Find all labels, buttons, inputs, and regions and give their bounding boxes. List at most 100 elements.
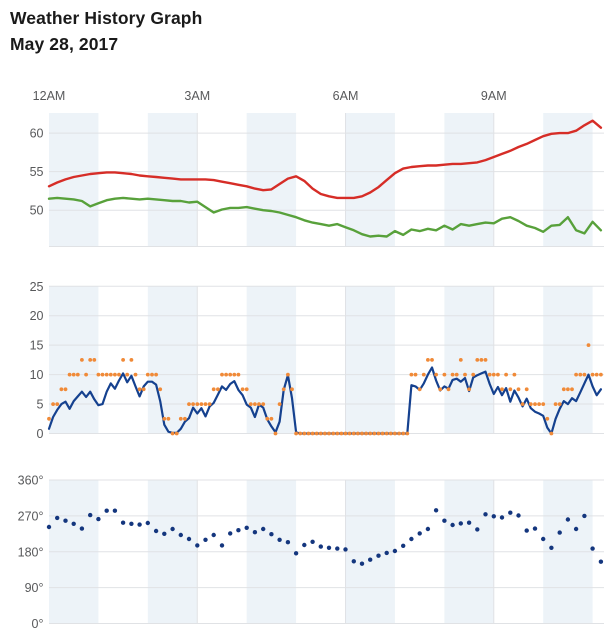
wind-gust-dot bbox=[368, 431, 373, 436]
wind-direction-dot bbox=[450, 522, 455, 528]
wind-direction-dot bbox=[475, 527, 480, 532]
wind-direction-dot bbox=[137, 522, 142, 527]
wind-gust-dot bbox=[438, 387, 443, 392]
wind-gust-dot bbox=[331, 431, 336, 436]
wind-direction-dot bbox=[195, 543, 200, 548]
wind-gust-dot bbox=[442, 372, 447, 377]
wind-direction-dot bbox=[401, 543, 406, 548]
wind-gust-dot bbox=[92, 358, 97, 362]
wind-gust-dot bbox=[199, 402, 204, 406]
wind-direction-dot bbox=[219, 543, 225, 548]
wind-direction-dot bbox=[335, 546, 340, 551]
wind-direction-dot bbox=[277, 537, 282, 542]
wind-gust-dot bbox=[537, 402, 541, 406]
wind-direction-dot bbox=[120, 520, 126, 525]
wind-direction-dot bbox=[170, 526, 175, 532]
wind-gust-dot bbox=[298, 431, 303, 436]
wind-direction-dot bbox=[582, 513, 587, 519]
wind-gust-dot bbox=[594, 372, 599, 377]
wind-gust-dot bbox=[528, 402, 533, 406]
wind-gust-dot bbox=[393, 431, 397, 436]
x-tick-label: 9AM bbox=[481, 89, 507, 103]
wind-gust-dot bbox=[401, 431, 406, 436]
y-tick-label: 25 bbox=[30, 280, 44, 294]
wind-direction-dot bbox=[104, 508, 109, 513]
wind-gust-dot bbox=[96, 372, 101, 377]
wind-gust-dot bbox=[84, 372, 88, 377]
wind-gust-dot bbox=[51, 402, 55, 406]
y-tick-label: 50 bbox=[30, 204, 44, 218]
wind-gust-dot bbox=[100, 372, 105, 377]
y-tick-label: 270° bbox=[18, 509, 44, 523]
wind-direction-dot bbox=[417, 531, 422, 536]
wind-gust-dot bbox=[183, 416, 187, 421]
y-tick-label: 55 bbox=[30, 165, 44, 179]
wind-direction-dot bbox=[483, 512, 488, 517]
wind-gust-dot bbox=[372, 431, 377, 436]
hour-band bbox=[345, 286, 395, 434]
hour-band bbox=[543, 113, 593, 247]
wind-direction-dot bbox=[565, 517, 571, 522]
wind-gust-dot bbox=[162, 416, 167, 421]
wind-gust-dot bbox=[479, 358, 484, 362]
wind-gust-dot bbox=[137, 387, 142, 392]
wind-gust-dot bbox=[67, 372, 72, 377]
wind-direction-dot bbox=[466, 520, 472, 525]
wind-gust-dot bbox=[430, 358, 434, 362]
wind-gust-dot bbox=[351, 431, 356, 436]
wind-direction-dot bbox=[598, 559, 604, 564]
wind-direction-dot bbox=[573, 526, 579, 532]
wind-direction-dot bbox=[376, 553, 381, 558]
wind-direction-dot bbox=[244, 525, 249, 530]
wind-gust-dot bbox=[454, 372, 459, 377]
wind-gust-dot bbox=[450, 372, 455, 377]
wind-direction-dot bbox=[590, 546, 595, 551]
wind-direction-dot bbox=[524, 528, 529, 533]
wind-direction-dot bbox=[162, 531, 167, 536]
wind-direction-dot bbox=[425, 526, 431, 532]
wind-gust-dot bbox=[417, 387, 422, 392]
wind-direction-dot bbox=[491, 514, 496, 519]
wind-gust-dot bbox=[75, 372, 80, 377]
y-tick-label: 15 bbox=[30, 339, 44, 353]
wind-gust-dot bbox=[557, 402, 562, 406]
wind-direction-dot bbox=[318, 544, 323, 549]
wind-gust-dot bbox=[129, 358, 134, 362]
wind-gust-dot bbox=[290, 387, 294, 392]
hour-band bbox=[444, 113, 494, 247]
wind-gust-dot bbox=[195, 402, 200, 406]
wind-gust-dot bbox=[88, 358, 93, 362]
wind-gust-dot bbox=[141, 387, 146, 392]
wind-direction-dot bbox=[63, 518, 68, 523]
header: Weather History Graph May 28, 2017 bbox=[10, 5, 202, 57]
wind-gust-dot bbox=[586, 343, 591, 347]
wind-direction-dot bbox=[112, 508, 118, 513]
wind-direction-dot bbox=[549, 545, 554, 550]
wind-gust-dot bbox=[574, 372, 578, 377]
y-tick-label: 0 bbox=[37, 427, 44, 441]
wind-gust-dot bbox=[207, 402, 212, 406]
wind-direction-dot bbox=[55, 515, 60, 521]
wind-speed-line bbox=[47, 366, 603, 435]
wind-gust-dot bbox=[343, 431, 348, 436]
wind-gust-dot bbox=[154, 372, 159, 377]
wind-direction-dot bbox=[392, 548, 398, 554]
wind-gust-dot bbox=[570, 387, 574, 392]
wind-gust-dot bbox=[108, 372, 113, 377]
wind-gust-dot bbox=[504, 372, 508, 377]
wind-direction-dot bbox=[532, 526, 538, 531]
wind-gust-dot bbox=[47, 416, 51, 421]
wind-gust-dot bbox=[405, 431, 410, 436]
y-tick-label: 360° bbox=[18, 474, 44, 488]
wind-gust-dot bbox=[347, 431, 352, 436]
wind-gust-dot bbox=[545, 416, 550, 421]
y-tick-label: 5 bbox=[37, 398, 44, 412]
wind-gust-dot bbox=[216, 387, 220, 392]
wind-gust-dot bbox=[71, 372, 76, 377]
wind-gust-dot bbox=[421, 372, 426, 377]
wind-gust-dot bbox=[463, 372, 467, 377]
y-tick-label: 20 bbox=[30, 309, 44, 323]
wind-direction-dot bbox=[285, 540, 291, 545]
wind-gust-dot bbox=[240, 387, 245, 392]
wind-direction-dot bbox=[326, 545, 332, 550]
